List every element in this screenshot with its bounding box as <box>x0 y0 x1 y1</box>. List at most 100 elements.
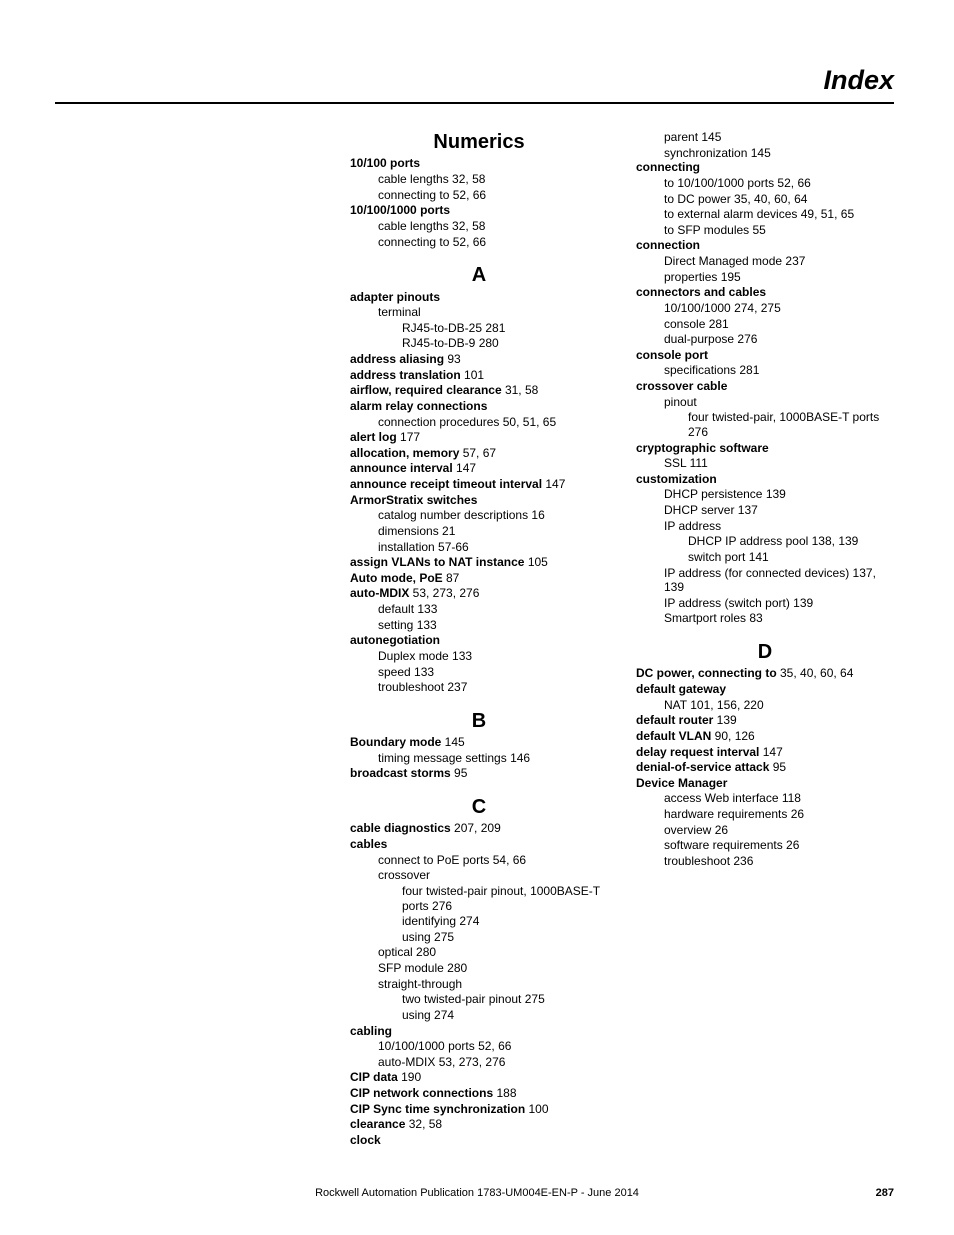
index-term: 10/100/1000 <box>664 301 731 315</box>
index-term: default <box>378 602 414 616</box>
index-entry: NAT 101, 156, 220 <box>636 698 894 713</box>
index-entry: hardware requirements 26 <box>636 807 894 822</box>
index-pages: 52, 66 <box>774 176 811 190</box>
index-entry: Direct Managed mode 237 <box>636 254 894 269</box>
index-entry: optical 280 <box>350 945 608 960</box>
index-entry-group: cablesconnect to PoE ports 54, 66crossov… <box>350 837 608 1023</box>
index-pages: 32, 58 <box>449 172 486 186</box>
index-pages: 49, 51, 65 <box>797 207 854 221</box>
index-entry: default gateway <box>636 682 894 697</box>
index-term: identifying <box>402 914 456 928</box>
index-entry-group: connectors and cables10/100/1000 274, 27… <box>636 285 894 347</box>
index-term: connecting <box>636 160 700 174</box>
header-rule <box>55 102 894 104</box>
index-entry: alert log 177 <box>350 430 608 445</box>
index-entry: announce receipt timeout interval 147 <box>350 477 608 492</box>
index-term: announce receipt timeout interval 147 <box>350 477 565 491</box>
index-term: troubleshoot <box>378 680 444 694</box>
index-entry: connection <box>636 238 894 253</box>
index-entry: straight-through <box>350 977 608 992</box>
index-term: timing message settings <box>378 751 507 765</box>
index-entry: pinout <box>636 395 894 410</box>
index-term: using <box>402 930 431 944</box>
index-entry: auto-MDIX 53, 273, 276 <box>350 1055 608 1070</box>
index-pages: 147 <box>542 477 565 491</box>
index-term: console port <box>636 348 708 362</box>
index-pages: 275 <box>521 992 544 1006</box>
index-pages: 281 <box>736 363 759 377</box>
index-entry: access Web interface 118 <box>636 791 894 806</box>
index-pages: 35, 40, 60, 64 <box>777 666 854 680</box>
index-term: RJ45-to-DB-9 <box>402 336 475 350</box>
index-term: DC power, connecting to 35, 40, 60, 64 <box>636 666 853 680</box>
index-term: connecting to <box>378 188 449 202</box>
index-pages: 52, 66 <box>449 235 486 249</box>
index-entry: 10/100 ports <box>350 156 608 171</box>
index-entry: announce interval 147 <box>350 461 608 476</box>
index-entry: DHCP server 137 <box>636 503 894 518</box>
index-pages: 16 <box>528 508 545 522</box>
index-section: DDC power, connecting to 35, 40, 60, 64d… <box>636 640 894 869</box>
index-entry: CIP data 190 <box>350 1070 608 1085</box>
index-pages: 280 <box>413 945 436 959</box>
index-entry: SSL 111 <box>636 456 894 471</box>
index-entry: ArmorStratix switches <box>350 493 608 508</box>
index-entry: installation 57-66 <box>350 540 608 555</box>
index-term: auto-MDIX <box>378 1055 435 1069</box>
index-term: default router 139 <box>636 713 737 727</box>
index-entry: 10/100/1000 274, 275 <box>636 301 894 316</box>
index-term: DHCP server <box>664 503 734 517</box>
index-pages: 111 <box>686 456 708 470</box>
index-pages: 237 <box>782 254 805 268</box>
index-entry: troubleshoot 236 <box>636 854 894 869</box>
index-entry: Smartport roles 83 <box>636 611 894 626</box>
index-term: default gateway <box>636 682 726 696</box>
index-entry: IP address (for connected devices) 137, … <box>636 566 894 595</box>
index-entry: airflow, required clearance 31, 58 <box>350 383 608 398</box>
index-pages: 52, 66 <box>449 188 486 202</box>
index-term: Auto mode, PoE 87 <box>350 571 459 585</box>
index-entry: cables <box>350 837 608 852</box>
index-pages: 195 <box>717 270 740 284</box>
index-entry: SFP module 280 <box>350 961 608 976</box>
index-pages: 207, 209 <box>451 821 501 835</box>
index-term: clearance 32, 58 <box>350 1117 442 1131</box>
index-term: default VLAN 90, 126 <box>636 729 755 743</box>
index-entry: overview 26 <box>636 823 894 838</box>
index-pages: 101 <box>461 368 484 382</box>
index-pages: 274 <box>431 1008 454 1022</box>
index-entry: to DC power 35, 40, 60, 64 <box>636 192 894 207</box>
index-pages: 21 <box>439 524 456 538</box>
index-entry: CIP network connections 188 <box>350 1086 608 1101</box>
index-pages: 133 <box>413 618 436 632</box>
index-section: BBoundary mode 145timing message setting… <box>350 709 608 781</box>
index-pages: 118 <box>779 791 801 805</box>
index-term: RJ45-to-DB-25 <box>402 321 482 335</box>
index-pages: 145 <box>441 735 464 749</box>
index-entry: switch port 141 <box>636 550 894 565</box>
index-pages: 139 <box>713 713 736 727</box>
index-entry-group: CIP data 190 <box>350 1070 608 1085</box>
index-term: hardware requirements <box>664 807 787 821</box>
index-entry: address translation 101 <box>350 368 608 383</box>
index-entry: default 133 <box>350 602 608 617</box>
index-pages: 275 <box>431 930 454 944</box>
index-entry-group: customizationDHCP persistence 139DHCP se… <box>636 472 894 626</box>
index-entry: default VLAN 90, 126 <box>636 729 894 744</box>
index-pages: 276 <box>734 332 757 346</box>
index-entry-group: cabling10/100/1000 ports 52, 66auto-MDIX… <box>350 1024 608 1070</box>
index-pages: 101, 156, 220 <box>687 698 764 712</box>
index-pages: 55 <box>749 223 766 237</box>
index-entry: using 275 <box>350 930 608 945</box>
index-term: dimensions <box>378 524 439 538</box>
index-entry-group: cryptographic softwareSSL 111 <box>636 441 894 471</box>
page-number: 287 <box>876 1187 894 1199</box>
index-entry: 10/100/1000 ports <box>350 203 608 218</box>
index-pages: 145 <box>698 130 721 144</box>
index-entry: CIP Sync time synchronization 100 <box>350 1102 608 1117</box>
index-term: clock <box>350 1133 381 1147</box>
index-entry: denial-of-service attack 95 <box>636 760 894 775</box>
index-pages: 53, 273, 276 <box>409 586 479 600</box>
index-entry: Duplex mode 133 <box>350 649 608 664</box>
index-entry: connecting <box>636 160 894 175</box>
